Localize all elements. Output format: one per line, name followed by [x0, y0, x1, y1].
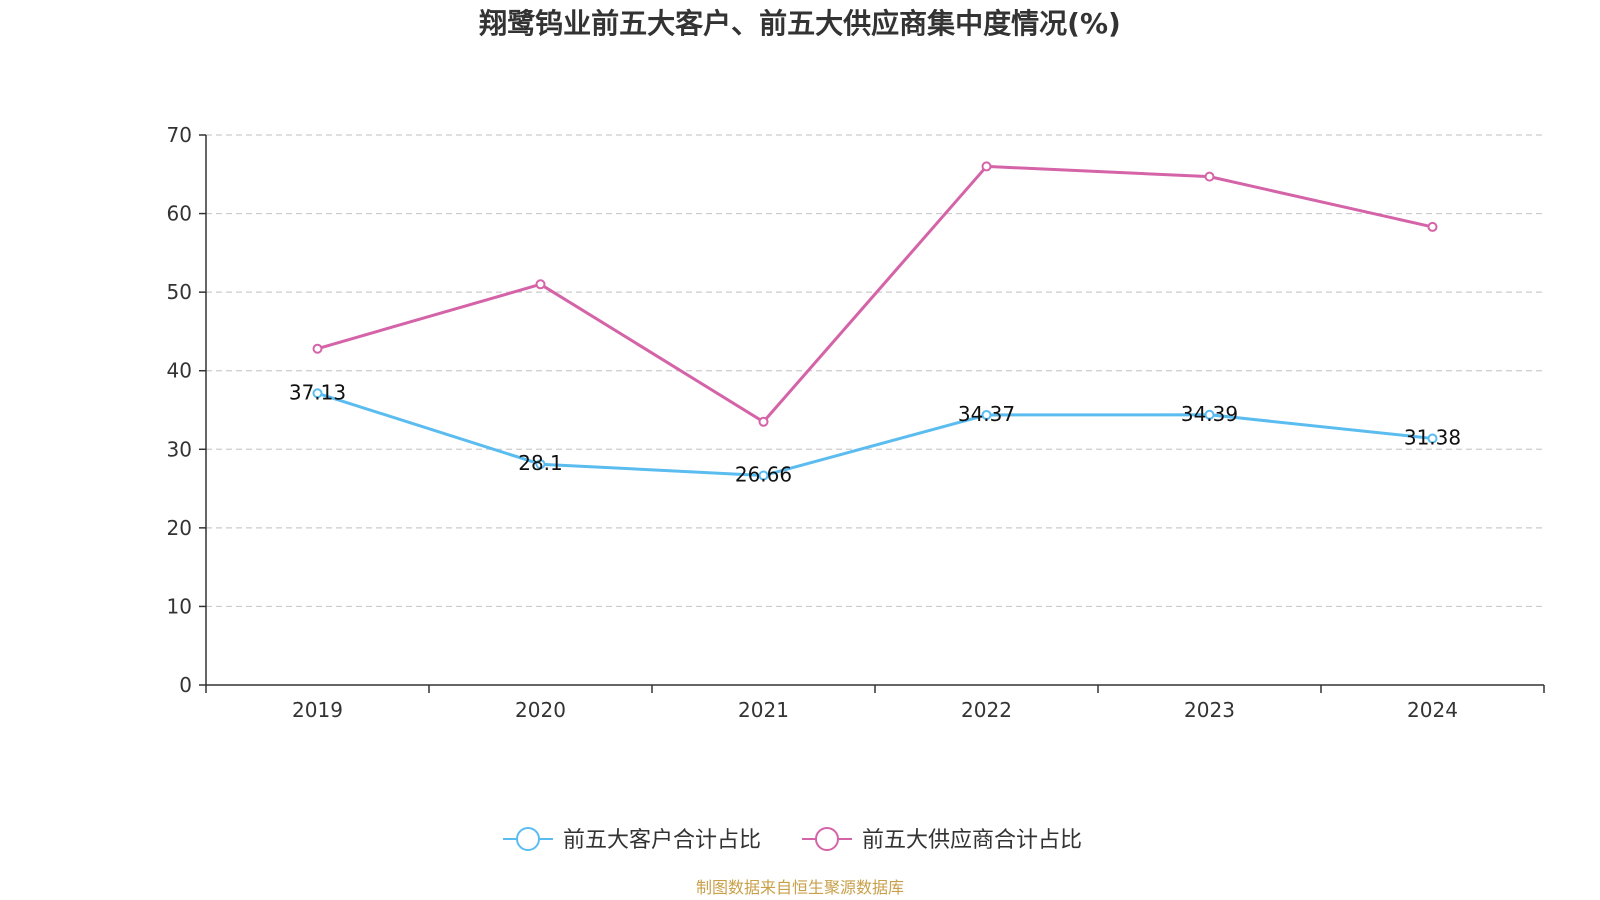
grid-lines	[206, 134, 1544, 608]
legend-suppliers-marker	[815, 827, 839, 851]
data-point	[1427, 433, 1438, 444]
source-note: 制图数据来自恒生聚源数据库	[696, 878, 904, 897]
y-tick-label: 50	[167, 280, 192, 304]
data-label: 37.13	[289, 380, 346, 404]
data-label: 34.39	[1181, 402, 1238, 426]
legend: 前五大客户合计占比 前五大供应商合计占比	[503, 827, 1082, 853]
series-line-0	[317, 391, 1433, 478]
x-tick-label: 2019	[292, 698, 343, 722]
legend-customers-marker	[516, 827, 540, 851]
x-tick-label: 2024	[1407, 698, 1458, 722]
axes: 0 10 20 30 40 50 60 70 2019 2020 2021 2022 2023 2024	[167, 123, 1545, 722]
y-tick-label: 0	[179, 673, 192, 697]
data-point	[312, 343, 323, 354]
data-label: 31.38	[1404, 425, 1461, 449]
series-line-1	[317, 164, 1433, 424]
chart-title: 翔鹭钨业前五大客户、前五大供应商集中度情况(%)	[479, 7, 1121, 40]
legend-item-customers[interactable]: 前五大客户合计占比	[503, 827, 761, 853]
data-label: 28.1	[518, 451, 563, 475]
data-point	[312, 388, 323, 399]
y-tick-label: 40	[167, 359, 192, 383]
y-tick-label: 70	[167, 123, 192, 147]
data-point	[981, 161, 992, 172]
y-tick-label: 30	[167, 437, 192, 461]
data-point	[981, 409, 992, 420]
data-point	[535, 459, 546, 470]
data-label: 26.66	[735, 463, 792, 487]
data-point	[1204, 171, 1215, 182]
series-group	[312, 161, 1438, 481]
x-tick-label: 2022	[961, 698, 1012, 722]
y-tick-label: 10	[167, 594, 192, 618]
data-labels: 37.13 28.1 26.66 34.37 34.39 31.38	[289, 380, 1461, 486]
y-tick-label: 60	[167, 202, 192, 226]
data-point	[1427, 221, 1438, 232]
y-tick-label: 20	[167, 516, 192, 540]
data-point	[1204, 409, 1215, 420]
x-tick-label: 2023	[1184, 698, 1235, 722]
x-tick-label: 2021	[738, 698, 789, 722]
legend-customers-label: 前五大客户合计占比	[563, 828, 761, 853]
data-point	[535, 279, 546, 290]
legend-suppliers-label: 前五大供应商合计占比	[862, 828, 1082, 853]
x-tick-label: 2020	[515, 698, 566, 722]
data-point	[758, 416, 769, 427]
legend-item-suppliers[interactable]: 前五大供应商合计占比	[802, 827, 1082, 853]
data-point	[758, 470, 769, 481]
data-label: 34.37	[958, 402, 1015, 426]
